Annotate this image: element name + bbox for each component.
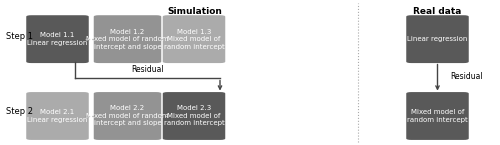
- Text: Residual: Residual: [131, 65, 164, 74]
- Text: Step 1: Step 1: [6, 32, 33, 41]
- Text: Model 1.3
Mixed model of
random intercept: Model 1.3 Mixed model of random intercep…: [164, 29, 224, 50]
- FancyBboxPatch shape: [94, 15, 161, 63]
- Text: Linear regression: Linear regression: [408, 36, 468, 42]
- FancyBboxPatch shape: [94, 92, 161, 140]
- FancyBboxPatch shape: [163, 92, 225, 140]
- Text: Model 1.2
Mixed model of random
intercept and slope: Model 1.2 Mixed model of random intercep…: [86, 29, 169, 50]
- Text: Step 2: Step 2: [6, 107, 33, 116]
- FancyBboxPatch shape: [406, 92, 469, 140]
- Text: Model 2.1
Linear regression: Model 2.1 Linear regression: [28, 109, 88, 123]
- Text: Residual: Residual: [450, 72, 482, 81]
- FancyBboxPatch shape: [163, 15, 225, 63]
- FancyBboxPatch shape: [26, 15, 89, 63]
- Text: Real data: Real data: [414, 7, 462, 16]
- Text: Model 1.1
Linear regression: Model 1.1 Linear regression: [28, 32, 88, 46]
- FancyBboxPatch shape: [26, 92, 89, 140]
- Text: Model 2.3
Mixed model of
random intercept: Model 2.3 Mixed model of random intercep…: [164, 106, 224, 126]
- Text: Simulation: Simulation: [168, 7, 222, 16]
- FancyBboxPatch shape: [406, 15, 469, 63]
- Text: Model 2.2
Mixed model of random
intercept and slope: Model 2.2 Mixed model of random intercep…: [86, 106, 169, 126]
- Text: Mixed model of
random intercept: Mixed model of random intercept: [407, 109, 468, 123]
